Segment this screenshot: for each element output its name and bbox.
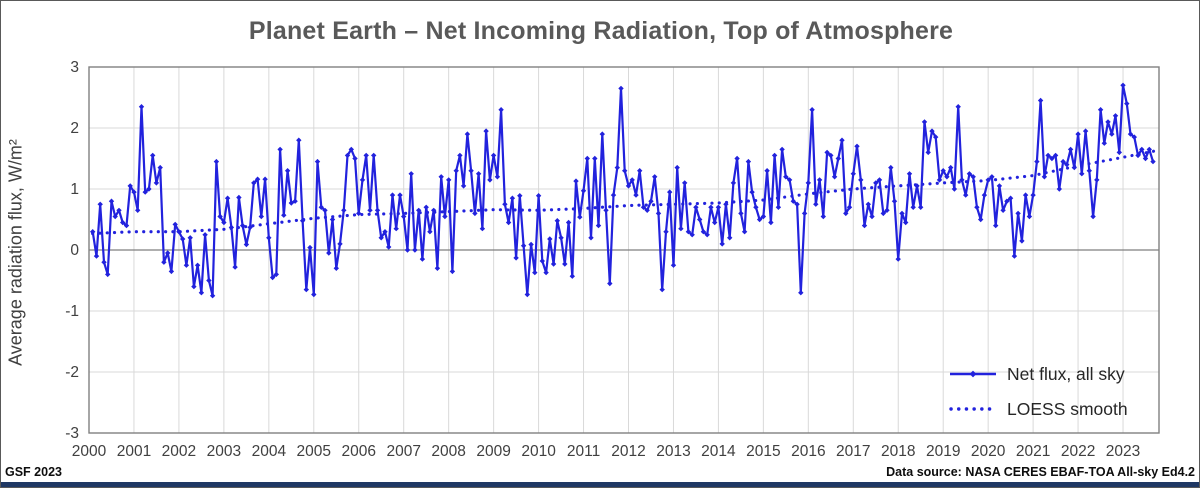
- x-tick-label: 2009: [476, 443, 510, 460]
- x-tick-label: 2007: [386, 443, 420, 460]
- x-tick-label: 2000: [72, 443, 107, 460]
- x-tick-label: 2015: [746, 443, 780, 460]
- x-tick-label: 2012: [611, 443, 645, 460]
- x-tick-label: 2011: [567, 443, 600, 460]
- plot-area: 3 2 1 0 -1 -2 -3 2000 2001 2002 2003 2004 2005 2006 20…: [1, 1, 1199, 471]
- legend-item-loess: LOESS smooth: [949, 397, 1128, 421]
- y-tick-label: 1: [70, 181, 79, 198]
- x-tick-label: 2020: [971, 443, 1006, 460]
- y-tick-label: 0: [70, 242, 79, 259]
- plot-border: [88, 66, 1160, 434]
- x-tick-label: 2003: [207, 443, 241, 460]
- net-flux-line-icon: [950, 370, 996, 378]
- x-tick-label: 2006: [342, 443, 376, 460]
- x-tick-label: 2023: [1106, 443, 1140, 460]
- x-tick-label: 2021: [1016, 443, 1050, 460]
- x-tick-label: 2010: [521, 443, 556, 460]
- loess-dotted-line-icon: [949, 407, 997, 411]
- x-tick-label: 2016: [791, 443, 825, 460]
- y-tick-label: 2: [70, 120, 79, 137]
- y-tick-label: 3: [70, 59, 79, 76]
- x-tick-label: 2017: [836, 443, 870, 460]
- credit-text: GSF 2023: [5, 465, 62, 479]
- x-tick-label: 2002: [162, 443, 196, 460]
- y-tick-label: -1: [65, 303, 79, 320]
- x-tick-label: 2013: [656, 443, 690, 460]
- x-tick-label: 2022: [1061, 443, 1095, 460]
- x-tick-label: 2004: [252, 443, 287, 460]
- legend: Net flux, all sky LOESS smooth: [949, 362, 1128, 421]
- legend-item-net-flux: Net flux, all sky: [949, 362, 1128, 386]
- x-tick-label: 2001: [117, 443, 151, 460]
- x-tick-label: 2008: [431, 443, 465, 460]
- y-axis-tick-labels: 3 2 1 0 -1 -2 -3: [65, 59, 79, 442]
- data-source-text: Data source: NASA CERES EBAF-TOA All-sky…: [886, 465, 1195, 479]
- net-flux-series: [90, 82, 1156, 299]
- y-tick-label: -3: [65, 425, 79, 442]
- x-tick-label: 2019: [926, 443, 960, 460]
- y-tick-label: -2: [65, 364, 79, 381]
- y-axis-title: Average radiation flux, W/m²: [5, 139, 26, 366]
- x-tick-label: 2014: [701, 443, 736, 460]
- x-tick-label: 2018: [881, 443, 915, 460]
- page-title: Planet Earth – Net Incoming Radiation, T…: [248, 17, 954, 45]
- loess-legend-label: LOESS smooth: [1007, 398, 1128, 419]
- x-tick-label: 2005: [297, 443, 331, 460]
- net-flux-legend-label: Net flux, all sky: [1007, 363, 1125, 384]
- footer-bar: [1, 482, 1199, 487]
- x-axis-tick-labels: 2000 2001 2002 2003 2004 2005 2006 2007 2008 2009…: [72, 443, 1141, 460]
